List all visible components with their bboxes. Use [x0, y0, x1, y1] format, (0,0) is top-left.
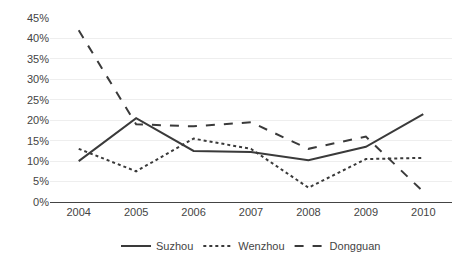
svg-text:0%: 0% — [33, 196, 49, 208]
svg-text:Wenzhou: Wenzhou — [238, 240, 284, 252]
svg-text:2004: 2004 — [66, 206, 90, 218]
svg-text:5%: 5% — [33, 175, 49, 187]
svg-text:20%: 20% — [27, 114, 49, 126]
svg-text:40%: 40% — [27, 32, 49, 44]
svg-text:35%: 35% — [27, 53, 49, 65]
svg-text:15%: 15% — [27, 135, 49, 147]
svg-text:2005: 2005 — [124, 206, 148, 218]
svg-text:45%: 45% — [27, 12, 49, 24]
svg-text:2008: 2008 — [296, 206, 320, 218]
svg-text:2010: 2010 — [411, 206, 435, 218]
svg-text:30%: 30% — [27, 73, 49, 85]
svg-text:10%: 10% — [27, 155, 49, 167]
svg-text:Suzhou: Suzhou — [156, 240, 193, 252]
svg-text:2006: 2006 — [181, 206, 205, 218]
svg-text:Dongguan: Dongguan — [330, 240, 381, 252]
svg-text:2007: 2007 — [239, 206, 263, 218]
svg-text:2009: 2009 — [354, 206, 378, 218]
svg-text:25%: 25% — [27, 94, 49, 106]
